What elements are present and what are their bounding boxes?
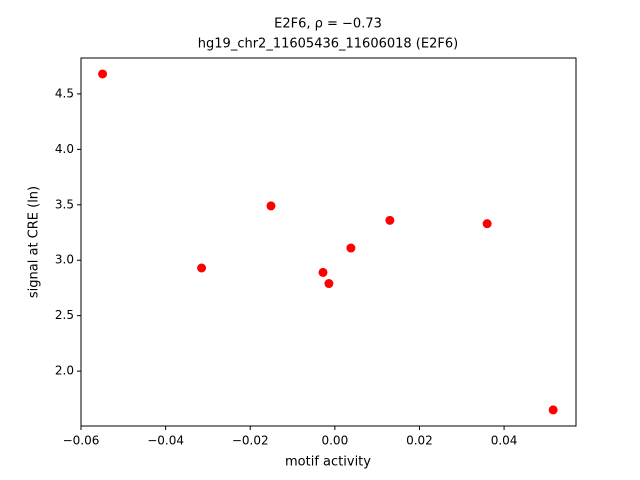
y-tick-label: 4.5	[55, 86, 74, 100]
point	[324, 279, 334, 289]
x-axis-label: motif activity	[285, 455, 371, 470]
x-tick-label: 0.04	[491, 434, 518, 448]
y-axis-label: signal at CRE (ln)	[27, 186, 42, 298]
chart-subtitle: hg19_chr2_11605436_11606018 (E2F6)	[198, 37, 458, 52]
plot-frame	[80, 57, 577, 427]
point	[266, 201, 276, 211]
x-tick-label: 0.02	[406, 434, 433, 448]
point	[482, 219, 492, 229]
y-tick-label: 2.5	[55, 308, 74, 322]
point	[548, 405, 558, 415]
y-tick-label: 4.0	[55, 142, 74, 156]
point	[385, 215, 395, 225]
x-tick-label: 0.00	[321, 434, 348, 448]
x-tick-label: −0.04	[147, 434, 184, 448]
y-tick-label: 3.0	[55, 253, 74, 267]
point	[346, 243, 356, 253]
x-tick-label: −0.06	[63, 434, 100, 448]
x-tick-label: −0.02	[232, 434, 269, 448]
y-tick-label: 3.5	[55, 197, 74, 211]
point	[318, 267, 328, 277]
chart-title: E2F6, ρ = −0.73	[274, 17, 382, 32]
point	[197, 263, 207, 273]
point	[98, 69, 108, 79]
y-tick-label: 2.0	[55, 364, 74, 378]
